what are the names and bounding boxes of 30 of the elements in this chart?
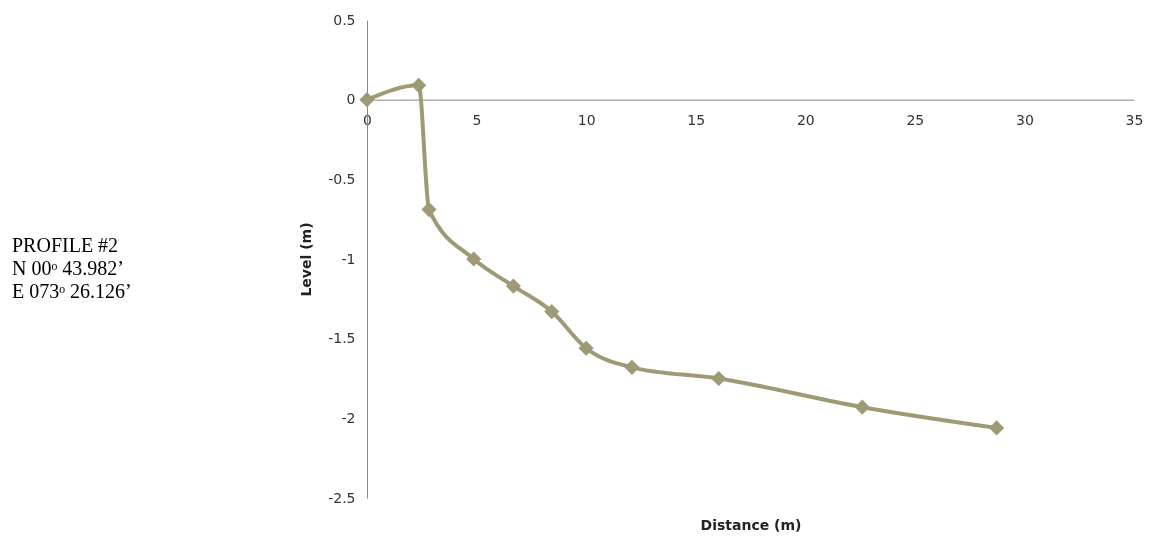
point xyxy=(421,202,437,218)
x-tick-label: 25 xyxy=(906,112,925,129)
x-tick-label: 10 xyxy=(577,112,596,129)
y-tick-label: 0 xyxy=(346,91,356,108)
y-tick-label: 0.5 xyxy=(333,11,356,28)
y-tick-label: -2 xyxy=(341,409,356,426)
x-axis-title: Distance (m) xyxy=(700,516,802,533)
y-tick-label: -1.5 xyxy=(328,330,356,347)
point xyxy=(989,420,1005,436)
point xyxy=(854,399,870,415)
y-tick-label: -1 xyxy=(341,250,356,267)
point xyxy=(624,359,640,375)
text: E 073ᵒ 26.126’ xyxy=(12,280,132,302)
text: PROFILE #2 xyxy=(12,234,119,256)
y-tick-label: -2.5 xyxy=(328,489,356,506)
point xyxy=(544,304,560,320)
y-tick-label: -0.5 xyxy=(328,170,356,187)
point xyxy=(411,77,427,93)
point xyxy=(578,340,594,356)
point xyxy=(505,278,521,294)
x-tick-label: 5 xyxy=(472,112,482,129)
point xyxy=(359,92,375,108)
text: N 00ᵒ 43.982’ xyxy=(12,257,124,279)
x-tick-label: 15 xyxy=(687,112,706,129)
x-tick-label: 30 xyxy=(1016,112,1034,129)
point xyxy=(711,370,727,387)
point xyxy=(466,251,482,267)
x-tick-label: 20 xyxy=(796,112,815,129)
y-axis-title: Level (m) xyxy=(298,222,315,297)
x-tick-label: 35 xyxy=(1125,112,1144,129)
